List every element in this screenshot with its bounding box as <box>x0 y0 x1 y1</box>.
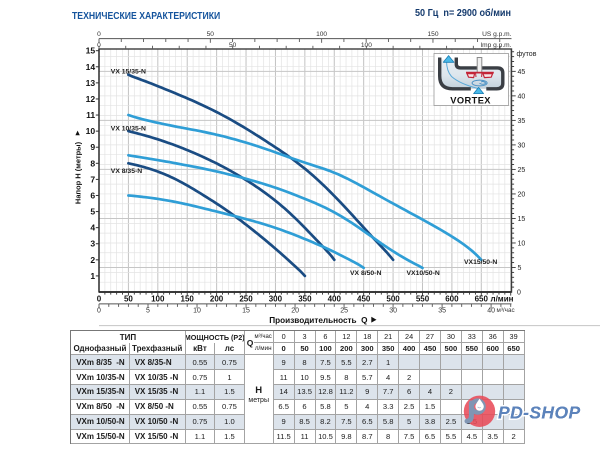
svg-text:35: 35 <box>438 307 446 314</box>
svg-text:VORTEX: VORTEX <box>450 95 491 105</box>
svg-text:15: 15 <box>242 307 250 314</box>
svg-text:8: 8 <box>90 158 95 168</box>
svg-text:6: 6 <box>90 191 95 201</box>
svg-text:40: 40 <box>518 94 526 101</box>
svg-text:5: 5 <box>518 265 522 272</box>
svg-text:Напор Н (метры): Напор Н (метры) <box>74 141 83 204</box>
svg-text:150: 150 <box>427 31 438 38</box>
svg-text:350: 350 <box>298 295 312 304</box>
svg-text:10: 10 <box>86 126 96 136</box>
svg-text:5: 5 <box>90 207 95 217</box>
svg-text:9: 9 <box>90 142 95 152</box>
svg-text:0: 0 <box>517 290 521 297</box>
svg-text:15: 15 <box>518 216 526 223</box>
svg-text:500: 500 <box>386 295 400 304</box>
svg-text:300: 300 <box>269 295 283 304</box>
svg-text:250: 250 <box>239 295 253 304</box>
svg-text:0: 0 <box>97 295 102 304</box>
svg-text:100: 100 <box>151 295 165 304</box>
svg-text:PD-SHOP: PD-SHOP <box>498 403 581 423</box>
svg-text:150: 150 <box>181 295 195 304</box>
svg-text:VX15/50-N: VX15/50-N <box>464 259 497 266</box>
svg-text:US g.p.m.: US g.p.m. <box>482 31 511 38</box>
svg-text:25: 25 <box>518 167 526 174</box>
svg-text:650: 650 <box>475 295 489 304</box>
svg-text:футов: футов <box>517 51 537 58</box>
svg-text:400: 400 <box>328 295 342 304</box>
svg-text:40: 40 <box>487 307 495 314</box>
svg-text:550: 550 <box>416 295 430 304</box>
svg-text:200: 200 <box>210 295 224 304</box>
svg-text:0: 0 <box>97 307 101 314</box>
svg-text:20: 20 <box>518 192 526 199</box>
svg-text:VX 8/35-N: VX 8/35-N <box>111 168 142 175</box>
svg-text:м³/час: м³/час <box>497 307 515 314</box>
svg-text:30: 30 <box>389 307 397 314</box>
svg-text:Imp g.p.m.: Imp g.p.m. <box>480 42 511 49</box>
svg-text:0: 0 <box>97 31 101 38</box>
svg-text:35: 35 <box>518 118 526 125</box>
svg-text:3: 3 <box>90 239 95 249</box>
svg-text:600: 600 <box>445 295 459 304</box>
svg-text:2: 2 <box>90 255 95 265</box>
svg-text:100: 100 <box>316 31 327 38</box>
svg-text:1: 1 <box>90 271 95 281</box>
svg-text:PD-SHOP: PD-SHOP <box>498 403 581 423</box>
svg-text:30: 30 <box>518 143 526 150</box>
svg-text:л/мин: л/мин <box>491 295 514 304</box>
svg-text:12: 12 <box>86 94 96 104</box>
svg-text:VX 8/50-N: VX 8/50-N <box>350 270 381 277</box>
svg-text:0: 0 <box>97 42 101 49</box>
svg-text:7: 7 <box>90 174 95 184</box>
svg-text:25: 25 <box>340 307 348 314</box>
svg-text:50: 50 <box>207 31 215 38</box>
svg-text:10: 10 <box>518 241 526 248</box>
svg-text:VX 10/35-N: VX 10/35-N <box>111 126 146 133</box>
svg-text:11: 11 <box>86 110 95 120</box>
svg-text:4: 4 <box>90 223 95 233</box>
svg-text:10: 10 <box>193 307 201 314</box>
svg-text:VX 15/35-N: VX 15/35-N <box>111 68 146 75</box>
svg-text:100: 100 <box>361 42 372 49</box>
svg-text:15: 15 <box>86 46 96 56</box>
svg-text:14: 14 <box>86 62 96 72</box>
svg-text:Производительность Q: Производительность Q <box>269 316 368 325</box>
svg-text:450: 450 <box>357 295 371 304</box>
svg-text:5: 5 <box>146 307 150 314</box>
svg-text:50: 50 <box>124 295 133 304</box>
svg-text:13: 13 <box>86 78 96 88</box>
svg-text:20: 20 <box>291 307 299 314</box>
svg-text:50: 50 <box>229 42 237 49</box>
svg-text:45: 45 <box>518 69 526 76</box>
svg-text:VX10/50-N: VX10/50-N <box>407 270 440 277</box>
